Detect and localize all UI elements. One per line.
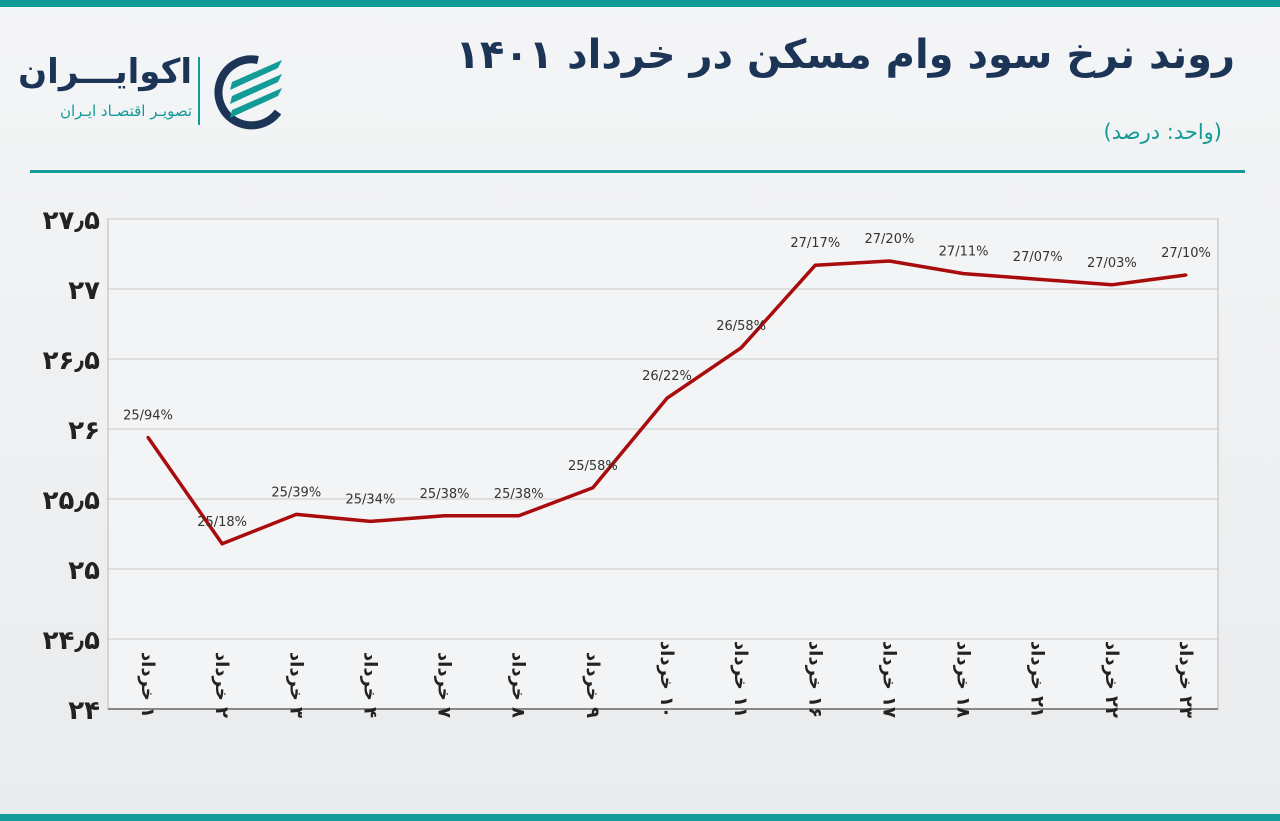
x-tick-label: ۸ خرداد (508, 652, 529, 718)
data-label: 26/58% (716, 319, 766, 334)
logo: اکوایـــران تصویـر اقتصـاد ایـران (18, 52, 290, 132)
y-tick-label: ۲۵٫۵ (43, 486, 100, 516)
data-point (739, 346, 743, 350)
y-tick-label: ۲۴ (68, 696, 100, 726)
x-tick-label: ۷ خرداد (434, 652, 455, 718)
data-point (146, 435, 150, 439)
data-label: 25/38% (420, 487, 470, 502)
data-point (1036, 277, 1040, 281)
x-tick-label: ۲۱ خرداد (1027, 641, 1048, 718)
data-label: 25/38% (494, 487, 544, 502)
logo-name: اکوایـــران (18, 52, 192, 92)
data-point (368, 519, 372, 523)
header-divider (30, 170, 1245, 173)
data-label: 25/18% (197, 515, 247, 530)
data-point (813, 263, 817, 267)
data-label: 25/58% (568, 459, 618, 474)
data-point (443, 514, 447, 518)
y-tick-label: ۲۷٫۵ (43, 206, 100, 236)
x-tick-label: ۱ خرداد (137, 652, 158, 718)
x-tick-label: ۲ خرداد (211, 652, 232, 718)
data-label: 25/94% (123, 408, 173, 423)
data-label: 27/03% (1087, 256, 1137, 271)
x-tick-label: ۱۶ خرداد (804, 641, 825, 718)
logo-mark-icon (214, 55, 282, 130)
y-tick-label: ۲۶ (68, 416, 100, 446)
data-label: 27/17% (790, 236, 840, 251)
data-label: 25/39% (271, 485, 321, 500)
x-tick-label: ۱۷ خرداد (878, 641, 899, 718)
x-tick-label: ۲۳ خرداد (1175, 641, 1196, 718)
logo-tagline: تصویـر اقتصـاد ایـران (59, 102, 192, 120)
page-title: روند نرخ سود وام مسکن در خرداد ۱۴۰۱ (455, 32, 1235, 78)
x-tick-label: ۱۱ خرداد (730, 641, 751, 718)
data-label: 26/22% (642, 369, 692, 384)
top-accent-bar (0, 0, 1280, 7)
y-tick-label: ۲۷ (68, 276, 100, 306)
unit-subtitle: (واحد: درصد) (1103, 120, 1222, 144)
data-point (887, 259, 891, 263)
data-point (591, 486, 595, 490)
logo-divider (198, 57, 200, 125)
x-tick-label: ۹ خرداد (582, 652, 603, 718)
data-label: 27/10% (1161, 246, 1211, 261)
data-point (1184, 273, 1188, 277)
data-point (962, 272, 966, 276)
x-tick-label: ۴ خرداد (359, 652, 380, 718)
data-label: 27/11% (939, 245, 989, 260)
data-label: 27/20% (865, 232, 915, 247)
y-tick-label: ۲۴٫۵ (43, 626, 100, 656)
data-point (665, 396, 669, 400)
y-tick-label: ۲۶٫۵ (43, 346, 100, 376)
data-label: 27/07% (1013, 250, 1063, 265)
data-point (517, 514, 521, 518)
x-tick-label: ۳ خرداد (285, 652, 306, 718)
x-tick-label: ۱۰ خرداد (656, 641, 677, 718)
x-tick-label: ۱۸ خرداد (953, 641, 974, 718)
data-label: 25/34% (346, 492, 396, 507)
plot-area (107, 218, 1219, 710)
y-tick-label: ۲۵ (68, 556, 100, 586)
x-tick-label: ۲۲ خرداد (1101, 641, 1122, 718)
data-point (1110, 283, 1114, 287)
bottom-accent-bar (0, 814, 1280, 821)
data-point (220, 542, 224, 546)
data-point (294, 512, 298, 516)
